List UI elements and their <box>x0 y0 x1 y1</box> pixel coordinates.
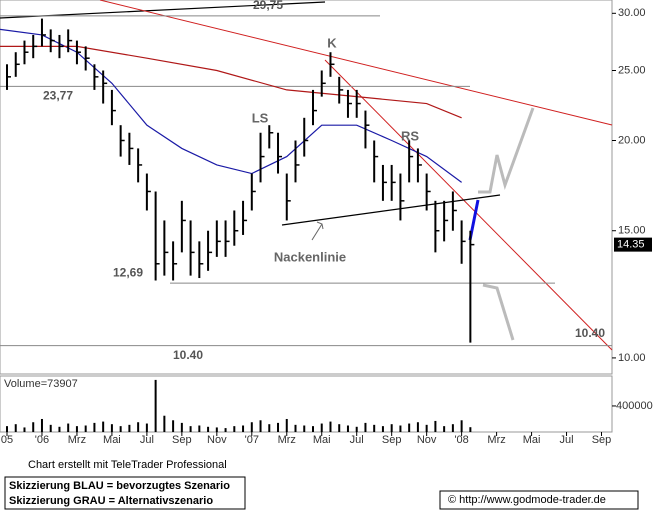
x-tick-label: '06 <box>35 434 49 446</box>
legend-blue: Skizzierung BLAU = bevorzugtes Szenario <box>9 480 230 492</box>
last-price-box <box>614 237 652 252</box>
legend-grey: Skizzierung GRAU = Alternativszenario <box>9 495 213 507</box>
y-tick-label: 25.00 <box>618 64 646 76</box>
x-tick-label: '07 <box>245 434 259 446</box>
x-tick-label: Mai <box>103 434 121 446</box>
annotation: Nackenlinie <box>274 249 346 264</box>
x-tick-label: Mrz <box>487 434 505 446</box>
arrow-head <box>316 221 324 230</box>
x-tick-label: Mrz <box>278 434 296 446</box>
x-tick-label: Sep <box>382 434 402 446</box>
volume-label: Volume=73907 <box>4 378 78 390</box>
volume-tick-label: 400000 <box>616 400 653 412</box>
annotation: LS <box>252 110 269 125</box>
y-tick-label: 30.00 <box>618 7 646 19</box>
moving-average <box>0 45 462 119</box>
trend-line <box>99 0 613 126</box>
x-tick-label: Mrz <box>68 434 86 446</box>
moving-average <box>0 28 462 183</box>
source: © http://www.godmode-trader.de <box>448 494 606 506</box>
x-tick-label: '08 <box>454 434 468 446</box>
annotation: RS <box>401 128 419 143</box>
level-label: 10.40 <box>173 348 203 362</box>
grey-scenario <box>478 107 535 194</box>
price-panel <box>0 0 613 375</box>
x-tick-label: Mai <box>523 434 541 446</box>
credit: Chart erstellt mit TeleTrader Profession… <box>28 459 227 471</box>
x-tick-label: 05 <box>1 434 13 446</box>
y-tick-label: 15.00 <box>618 225 646 237</box>
source-box <box>439 490 639 510</box>
trend-line <box>324 59 613 351</box>
x-tick-label: Nov <box>207 434 227 446</box>
x-tick-label: Sep <box>172 434 192 446</box>
grey-scenario <box>482 283 515 341</box>
x-tick-label: Jul <box>140 434 154 446</box>
x-tick-label: Mai <box>313 434 331 446</box>
x-tick-label: Nov <box>417 434 437 446</box>
arrow <box>311 223 323 241</box>
neckline <box>281 194 501 226</box>
trend-line <box>0 1 326 19</box>
level-label: 29,75 <box>253 0 283 12</box>
x-tick-label: Sep <box>592 434 612 446</box>
y-tick-label: 10.00 <box>618 352 646 364</box>
x-tick-label: Jul <box>350 434 364 446</box>
y-tick-label: 20.00 <box>618 134 646 146</box>
annotation: K <box>327 35 337 50</box>
level-label: 23,77 <box>43 88 73 102</box>
x-tick-label: Jul <box>560 434 574 446</box>
volume-panel <box>0 375 613 433</box>
level-label: 10.40 <box>575 326 605 340</box>
last-price-label: 14.35 <box>617 239 645 251</box>
legend-box <box>4 476 246 510</box>
level-label: 12,69 <box>113 265 143 279</box>
